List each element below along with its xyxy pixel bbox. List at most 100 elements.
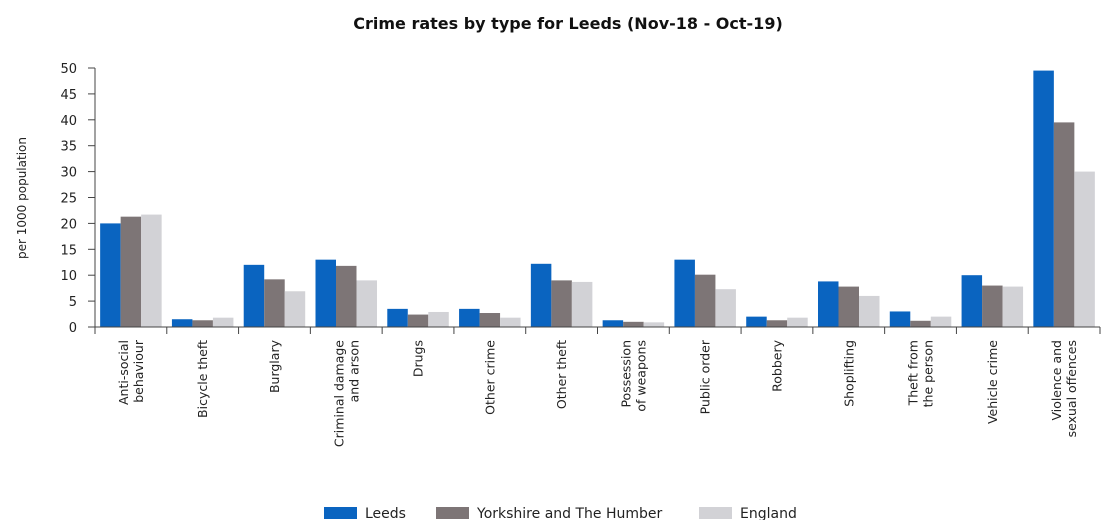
x-tick-label: Bicycle theft [195,340,210,418]
x-category-label: Robbery [769,339,784,391]
legend-item: England [699,506,797,520]
legend: Leeds Yorkshire and The Humber England [324,506,797,520]
bar [766,320,788,327]
legend-swatch [436,507,469,519]
legend-label: England [740,506,797,520]
bar [1074,171,1095,327]
y-tick-label: 40 [60,114,77,129]
bar [500,317,521,327]
chart-title: Crime rates by type for Leeds (Nov-18 - … [353,14,783,33]
bar [407,314,429,327]
y-tick-label: 50 [60,62,77,77]
x-tick-label: Drugs [411,340,426,377]
legend-item: Leeds [324,506,406,520]
bar [356,280,377,327]
y-tick-label: 0 [69,321,77,336]
x-tick-label: Public order [698,339,713,414]
bar [284,291,306,327]
bar [336,265,357,327]
bars-group [100,70,1095,327]
y-tick-label: 30 [60,166,77,181]
x-tick-label: Violence and [1049,340,1064,421]
legend-label: Yorkshire and The Humber [476,506,663,520]
x-category-label: Other crime [482,340,497,415]
x-tick-label: Other theft [554,340,569,409]
y-tick-label: 45 [60,88,77,103]
x-tick-label: Burglary [267,339,282,393]
bar [264,279,285,327]
bar [982,285,1003,327]
bar [602,320,624,327]
x-tick-label: Criminal damage [331,340,346,447]
x-category-label: Other theft [554,340,569,409]
legend-swatch [324,507,357,519]
legend-label: Leeds [365,506,406,520]
bar [315,259,336,327]
bar [930,316,952,327]
x-category-label: Burglary [267,339,282,393]
x-category-label: Possession of weapons [618,340,648,412]
bar [387,308,408,327]
x-category-label: Violence and sexual offences [1049,340,1079,437]
x-tick-label: and arson [346,340,361,402]
x-category-label: Anti-social behaviour [116,339,146,405]
x-category-label: Vehicle crime [985,340,1000,424]
bar [674,259,695,327]
bar [838,286,859,327]
x-tick-label: the person [921,340,936,407]
y-tick-label: 10 [60,269,77,284]
bar [818,281,839,327]
y-tick-label: 15 [60,243,77,258]
bar [889,311,911,327]
bar [141,214,162,327]
bar [1053,122,1075,327]
bar [643,322,665,327]
x-tick-label: Robbery [769,339,784,391]
x-tick-label: of weapons [633,340,648,412]
bar [120,216,142,327]
bar [459,308,480,327]
y-axis-label: per 1000 population [15,137,29,259]
x-category-label: Criminal damage and arson [331,340,361,447]
legend-swatch [699,507,732,519]
x-category-label: Drugs [411,340,426,377]
bar [1033,70,1054,327]
y-tick-label: 35 [60,140,77,155]
bar [212,317,234,327]
y-axis: 0 5 10 15 20 25 30 35 40 45 50 [60,62,96,336]
bar [623,321,644,327]
bar [100,223,121,327]
y-tick-label: 20 [60,217,77,232]
x-tick-label: Possession [618,340,633,408]
x-tick-label: Anti-social [116,340,131,405]
bar [192,320,213,327]
y-tick-label: 5 [69,295,77,310]
x-tick-label: Shoplifting [841,340,856,407]
bar [715,289,736,327]
bar [859,295,880,327]
bar [746,316,767,327]
x-axis: Anti-social behaviour Bicycle theft Burglar… [94,326,1101,447]
x-tick-label: Theft from [906,340,921,406]
bar [571,281,593,327]
bar [910,320,931,327]
x-tick-label: behaviour [131,339,146,403]
bar [428,311,449,327]
x-category-label: Theft from the person [906,340,936,407]
x-category-label: Public order [698,339,713,414]
x-tick-label: Vehicle crime [985,340,1000,424]
x-tick-label: Other crime [482,340,497,415]
bar [530,263,552,327]
x-tick-label: sexual offences [1064,340,1079,437]
bar [551,280,572,327]
legend-item: Yorkshire and The Humber [436,506,663,520]
x-category-label: Shoplifting [841,340,856,407]
bar [479,313,501,327]
bar [1002,286,1024,327]
bar [694,274,716,327]
x-category-label: Bicycle theft [195,340,210,418]
bar [243,264,265,327]
bar [787,317,808,327]
y-tick-label: 25 [60,192,77,207]
